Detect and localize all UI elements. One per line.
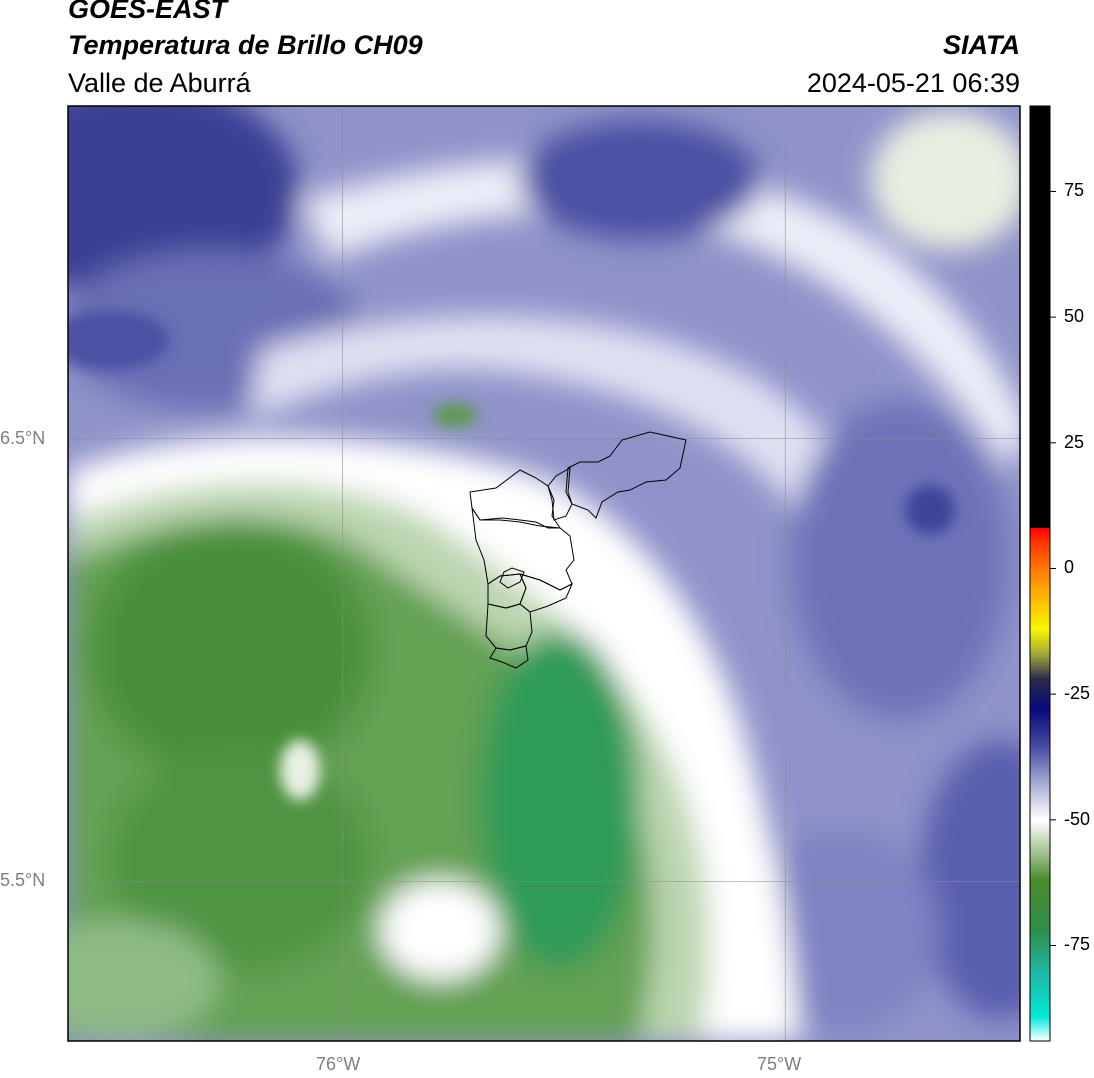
warm-green-west: [90, 520, 370, 780]
satellite-title: GOES-EAST: [68, 0, 228, 24]
warm-core-south: [480, 630, 640, 970]
lon-label-75w: 75°W: [757, 1054, 802, 1074]
boundary-north: [565, 431, 687, 519]
clear-ne: [870, 110, 1020, 250]
cold-spot-east: [905, 485, 955, 535]
colorbar-ticks: [1050, 190, 1056, 946]
lat-label-5-5: 5.5°N: [0, 870, 46, 890]
cloud-east: [790, 400, 1010, 720]
brand-label: SIATA: [943, 30, 1020, 60]
colorbar: [1029, 105, 1056, 1042]
clear-spot-west: [280, 740, 320, 800]
brightness-field: [68, 106, 1020, 1041]
colorbar-tick-label: -75: [1064, 934, 1091, 955]
clear-spot-south: [380, 880, 500, 980]
warm-pale-sw: [68, 920, 220, 1040]
boundary-center: [471, 507, 575, 591]
field-details: [68, 310, 955, 800]
colorbar-tick-label: 50: [1064, 306, 1085, 327]
boundary-valley-4: [499, 567, 525, 589]
boundary-valley-3: [485, 603, 533, 651]
colorbar-tick-label: 75: [1064, 180, 1085, 201]
valle-aburra-boundaries: [469, 431, 687, 669]
lon-label-76w: 76°W: [316, 1054, 361, 1074]
cloud-arc-north: [300, 158, 1020, 470]
graticule: [68, 106, 1020, 1041]
colorbar-tick-label: 0: [1064, 557, 1075, 578]
colorbar-tick-label: -25: [1064, 683, 1091, 704]
region-subtitle: Valle de Aburrá: [68, 68, 251, 98]
product-title: Temperatura de Brillo CH09: [68, 30, 423, 60]
lat-label-6-5: 6.5°N: [0, 428, 46, 448]
cold-spot-west: [68, 310, 170, 370]
warm-green-sw: [110, 750, 370, 970]
cold-cloud-nw: [68, 106, 300, 300]
datetime-label: 2024-05-21 06:39: [806, 68, 1020, 98]
boundary-valley-2: [519, 573, 573, 613]
colorbar-tick-label: 25: [1064, 431, 1085, 452]
colorbar-tick-label: -50: [1064, 808, 1091, 829]
boundary-south: [489, 645, 529, 669]
cloud-se: [920, 740, 1020, 1020]
field-layers: [68, 106, 1020, 1041]
cold-cloud-ne: [520, 120, 760, 240]
map-frame: [67, 105, 1021, 1042]
colorbar-bar: [1029, 105, 1051, 1042]
boundary-north-center: [547, 467, 573, 521]
warm-spot-north: [433, 403, 477, 427]
cloud-arc-inner: [250, 315, 860, 520]
